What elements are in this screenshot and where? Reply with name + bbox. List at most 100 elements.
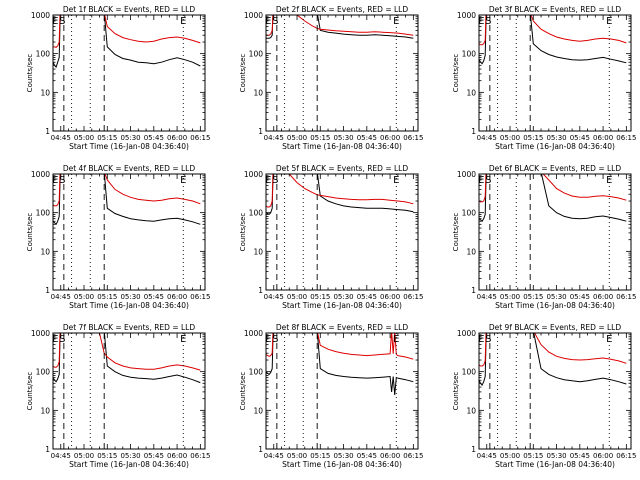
y-tick-label: 100 bbox=[36, 368, 51, 377]
y-axis-label: Counts/sec bbox=[26, 54, 34, 93]
x-tick-label: 05:15 bbox=[310, 134, 330, 142]
y-tick-label: 1 bbox=[45, 286, 50, 295]
x-tick-label: 05:00 bbox=[287, 452, 307, 460]
y-tick-label: 100 bbox=[249, 50, 264, 59]
x-tick-label: 05:45 bbox=[570, 134, 590, 142]
x-tick-label: 05:00 bbox=[287, 293, 307, 301]
axes-frame bbox=[265, 14, 419, 132]
y-axis-label: Counts/sec bbox=[452, 213, 460, 252]
x-tick-label: 05:30 bbox=[120, 452, 140, 460]
lld-series-line bbox=[266, 333, 414, 360]
x-tick-label: 05:30 bbox=[120, 134, 140, 142]
events-series-line bbox=[53, 333, 201, 384]
x-tick-label: 05:00 bbox=[500, 452, 520, 460]
y-axis-label: Counts/sec bbox=[452, 372, 460, 411]
x-tick-label: 05:30 bbox=[546, 452, 566, 460]
y-tick-label: 10 bbox=[253, 406, 263, 415]
y-tick-label: 100 bbox=[249, 209, 264, 218]
x-tick-label: 04:45 bbox=[51, 293, 71, 301]
y-tick-label: 10 bbox=[40, 247, 50, 256]
y-axis-label: Counts/sec bbox=[26, 372, 34, 411]
event-marker-label: E bbox=[52, 16, 58, 27]
chart-title: Det 9f BLACK = Events, RED = LLD bbox=[489, 323, 622, 332]
x-tick-label: 05:45 bbox=[570, 452, 590, 460]
axes-frame bbox=[265, 173, 419, 291]
x-tick-label: 05:15 bbox=[310, 293, 330, 301]
x-tick-label: 05:30 bbox=[546, 293, 566, 301]
y-tick-label: 1 bbox=[258, 127, 263, 136]
x-tick-label: 05:45 bbox=[357, 293, 377, 301]
y-tick-label: 100 bbox=[462, 50, 477, 59]
x-tick-label: 05:45 bbox=[357, 452, 377, 460]
event-marker-label: E bbox=[52, 175, 58, 186]
y-tick-label: 10 bbox=[253, 247, 263, 256]
event-marker-label: E bbox=[265, 175, 271, 186]
x-tick-label: 04:45 bbox=[264, 293, 284, 301]
x-tick-label: 04:45 bbox=[264, 452, 284, 460]
x-tick-label: 05:45 bbox=[357, 134, 377, 142]
y-tick-label: 10 bbox=[40, 88, 50, 97]
event-marker-label: E bbox=[393, 334, 399, 345]
event-marker-label: S bbox=[485, 175, 491, 186]
event-marker-label: E bbox=[478, 175, 484, 186]
x-axis-label: Start Time (16-Jan-08 04:36:40) bbox=[495, 142, 615, 151]
x-axis-label: Start Time (16-Jan-08 04:36:40) bbox=[69, 460, 189, 469]
x-tick-label: 06:00 bbox=[380, 134, 400, 142]
x-axis-label: Start Time (16-Jan-08 04:36:40) bbox=[495, 301, 615, 310]
lld-series-line bbox=[53, 174, 201, 207]
x-tick-label: 06:00 bbox=[593, 134, 613, 142]
x-tick-label: 05:30 bbox=[333, 293, 353, 301]
x-tick-label: 05:30 bbox=[333, 134, 353, 142]
x-tick-label: 06:00 bbox=[167, 134, 187, 142]
event-marker-label: E bbox=[393, 16, 399, 27]
y-tick-label: 100 bbox=[462, 368, 477, 377]
x-tick-label: 06:15 bbox=[403, 452, 423, 460]
x-tick-label: 06:15 bbox=[616, 134, 636, 142]
x-tick-label: 04:45 bbox=[51, 134, 71, 142]
y-tick-label: 100 bbox=[36, 209, 51, 218]
event-marker-label: S bbox=[272, 334, 278, 345]
x-tick-label: 04:45 bbox=[264, 134, 284, 142]
y-tick-label: 1 bbox=[471, 127, 476, 136]
lld-series-line bbox=[266, 15, 414, 36]
y-axis-label: Counts/sec bbox=[239, 213, 247, 252]
x-tick-label: 06:15 bbox=[190, 134, 210, 142]
axes-frame bbox=[265, 332, 419, 450]
lld-series-line bbox=[53, 333, 201, 371]
axes-frame bbox=[478, 14, 632, 132]
x-tick-label: 05:15 bbox=[523, 452, 543, 460]
axes-frame bbox=[52, 14, 206, 132]
event-marker-label: E bbox=[52, 334, 58, 345]
events-series-line bbox=[266, 174, 414, 216]
x-tick-label: 05:00 bbox=[500, 293, 520, 301]
x-tick-label: 05:15 bbox=[523, 134, 543, 142]
event-marker-label: E bbox=[180, 334, 186, 345]
lld-series-line bbox=[479, 15, 627, 46]
event-marker-label: E bbox=[478, 16, 484, 27]
x-tick-label: 06:00 bbox=[167, 452, 187, 460]
y-tick-label: 1000 bbox=[31, 11, 50, 20]
x-tick-label: 06:15 bbox=[190, 293, 210, 301]
chart-title: Det 4f BLACK = Events, RED = LLD bbox=[63, 164, 196, 173]
x-tick-label: 05:30 bbox=[546, 134, 566, 142]
chart-title: Det 2f BLACK = Events, RED = LLD bbox=[276, 5, 409, 14]
y-axis-label: Counts/sec bbox=[26, 213, 34, 252]
x-tick-label: 05:30 bbox=[333, 452, 353, 460]
x-tick-label: 04:45 bbox=[477, 293, 497, 301]
event-marker-label: S bbox=[59, 16, 65, 27]
x-tick-label: 06:15 bbox=[190, 452, 210, 460]
x-tick-label: 05:00 bbox=[74, 134, 94, 142]
chart-title: Det 5f BLACK = Events, RED = LLD bbox=[276, 164, 409, 173]
x-tick-label: 05:00 bbox=[74, 293, 94, 301]
chart-title: Det 1f BLACK = Events, RED = LLD bbox=[63, 5, 196, 14]
event-marker-label: E bbox=[606, 175, 612, 186]
x-tick-label: 05:00 bbox=[500, 134, 520, 142]
y-tick-label: 1000 bbox=[31, 170, 50, 179]
y-tick-label: 1 bbox=[45, 127, 50, 136]
